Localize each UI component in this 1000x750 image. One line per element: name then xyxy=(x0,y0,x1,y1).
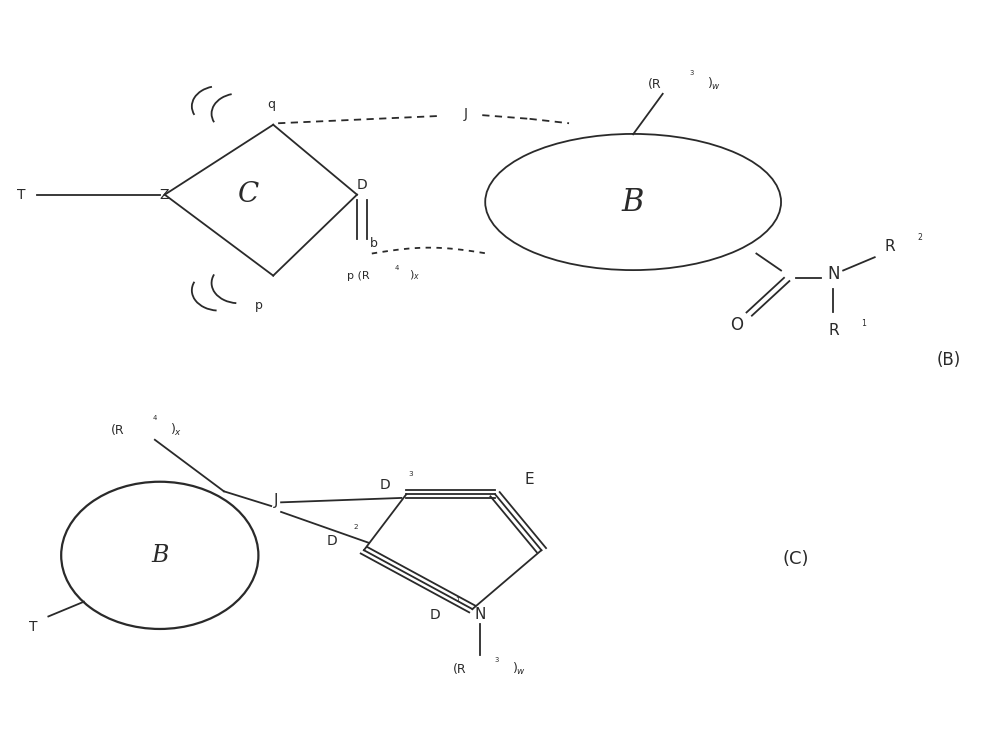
Text: E: E xyxy=(525,472,534,487)
Text: )$_x$: )$_x$ xyxy=(409,268,420,283)
Text: (B): (B) xyxy=(937,351,961,369)
Text: B: B xyxy=(151,544,168,567)
Text: (C): (C) xyxy=(783,550,809,568)
Text: C: C xyxy=(238,182,259,209)
Text: $^4$: $^4$ xyxy=(152,416,158,426)
Text: O: O xyxy=(730,316,743,334)
Text: (R: (R xyxy=(648,78,662,91)
Text: $^2$: $^2$ xyxy=(917,232,923,242)
Text: $^3$: $^3$ xyxy=(408,471,414,481)
Text: $^3$: $^3$ xyxy=(689,70,695,80)
Text: )$_x$: )$_x$ xyxy=(170,422,182,438)
Text: )$_w$: )$_w$ xyxy=(512,662,526,677)
Text: B: B xyxy=(622,187,644,218)
Text: D: D xyxy=(357,178,367,192)
Text: $^3$: $^3$ xyxy=(494,657,500,667)
Text: J: J xyxy=(274,493,278,508)
Text: $^2$: $^2$ xyxy=(353,524,359,535)
Text: (R: (R xyxy=(110,424,124,436)
Text: q: q xyxy=(267,98,275,110)
Text: T: T xyxy=(17,188,26,202)
Text: R: R xyxy=(885,238,895,254)
Text: T: T xyxy=(29,620,38,634)
Text: R: R xyxy=(828,323,839,338)
Text: b: b xyxy=(370,238,378,250)
Text: )$_w$: )$_w$ xyxy=(707,76,721,92)
Text: p (R: p (R xyxy=(347,271,370,280)
Text: p: p xyxy=(254,298,262,311)
Text: $^1$: $^1$ xyxy=(455,597,461,607)
Text: $^1$: $^1$ xyxy=(861,319,867,328)
Text: J: J xyxy=(463,106,467,121)
Text: D: D xyxy=(327,534,338,548)
Text: Z: Z xyxy=(160,188,169,202)
Text: D: D xyxy=(430,608,440,622)
Text: N: N xyxy=(475,608,486,622)
Text: (R: (R xyxy=(453,663,466,676)
Text: $^4$: $^4$ xyxy=(394,266,401,275)
Text: D: D xyxy=(379,478,390,493)
Text: N: N xyxy=(827,266,840,284)
